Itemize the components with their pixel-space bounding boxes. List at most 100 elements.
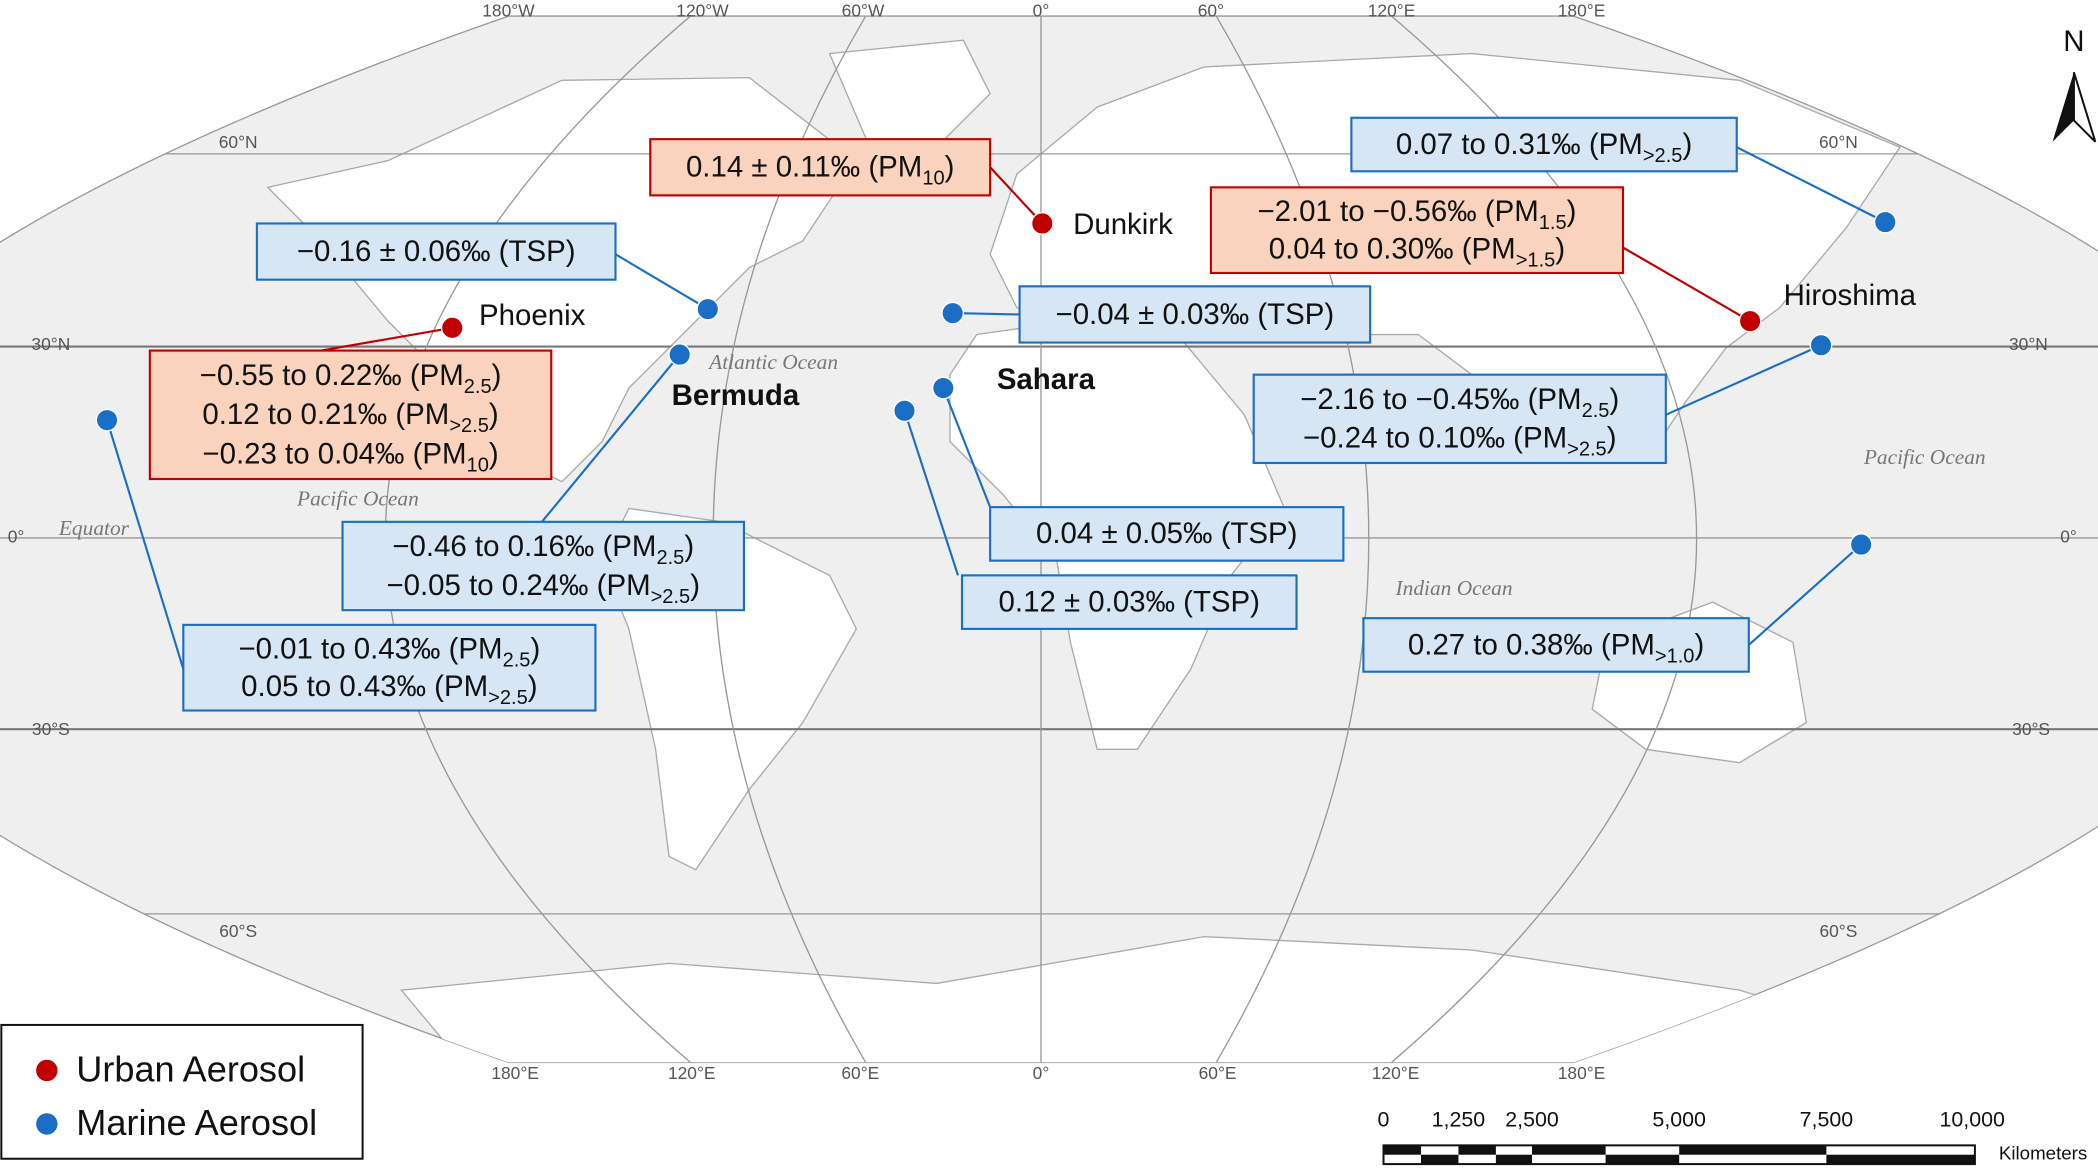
leader-line xyxy=(1665,344,1822,416)
annotation-box xyxy=(989,506,1345,562)
graticule-label: 30°N xyxy=(2009,334,2048,354)
graticule-label: 120°E xyxy=(668,1063,716,1083)
site-marker xyxy=(668,343,692,366)
annotation-subscript: 1.5 xyxy=(1539,212,1567,234)
graticule-label: 60°N xyxy=(219,132,258,152)
ocean-label: Equator xyxy=(58,516,130,540)
legend-box xyxy=(0,1023,364,1160)
leader-line xyxy=(320,326,453,352)
leader-line xyxy=(614,253,709,311)
site-marker xyxy=(95,408,119,432)
scale-segment xyxy=(1532,1145,1606,1155)
annotation-end: ) xyxy=(1567,195,1577,228)
graticule-label: 30°S xyxy=(2012,719,2050,739)
leader-line xyxy=(106,419,185,670)
graticule-label: 30°S xyxy=(32,719,70,739)
scale-label: 10,000 xyxy=(1940,1108,2006,1132)
annotation-value: −0.55 to 0.22‰ (PM xyxy=(200,359,464,392)
annotation-end: ) xyxy=(492,359,502,392)
annotation-text: −0.01 to 0.43‰ (PM2.5) xyxy=(238,632,540,671)
legend-marker xyxy=(36,1059,58,1082)
annotation-end: ) xyxy=(684,530,694,563)
site-marker xyxy=(893,399,916,423)
graticule-label: 120°W xyxy=(676,1,729,21)
annotation-value: −2.01 to −0.56‰ (PM xyxy=(1257,195,1538,228)
annotation-subscript: >2.5 xyxy=(651,586,691,608)
annotation-value: 0.27 to 0.38‰ (PM xyxy=(1408,628,1655,661)
scale-segment xyxy=(1679,1145,1827,1155)
ocean-label: Pacific Ocean xyxy=(1863,445,1986,469)
graticule-label: 0° xyxy=(1033,1063,1050,1083)
annotation-box xyxy=(1252,373,1667,465)
annotation-value: 0.05 to 0.43‰ (PM xyxy=(241,670,488,703)
annotation-subscript: >1.0 xyxy=(1655,645,1695,667)
annotation-text: 0.04 to 0.30‰ (PM>1.5) xyxy=(1269,232,1565,271)
leader-line xyxy=(942,387,992,508)
site-marker xyxy=(1738,309,1762,333)
scale-label: 5,000 xyxy=(1652,1108,1706,1132)
annotation-value: 0.04 ± 0.05‰ (TSP) xyxy=(1036,517,1297,550)
scale-segment xyxy=(1458,1145,1496,1155)
place-label: Hiroshima xyxy=(1784,279,1917,312)
graticule-label: 60°E xyxy=(1199,1063,1237,1083)
north-label: N xyxy=(2063,25,2084,58)
annotation-end: ) xyxy=(1555,232,1565,265)
graticule-label: 60°S xyxy=(1819,921,1857,941)
annotation-value: −0.46 to 0.16‰ (PM xyxy=(392,530,656,563)
annotation-end: ) xyxy=(945,151,955,184)
annotation-value: 0.14 ± 0.11‰ (PM xyxy=(686,151,922,184)
place-label: Phoenix xyxy=(479,299,586,332)
annotation-box xyxy=(341,520,746,612)
leader-line xyxy=(541,353,681,523)
annotation-value: −2.16 to −0.45‰ (PM xyxy=(1300,383,1581,416)
annotation-box xyxy=(649,138,992,197)
leader-line xyxy=(1736,146,1886,224)
ocean-label: Indian Ocean xyxy=(1395,576,1513,600)
site-marker xyxy=(440,316,464,340)
annotation-box xyxy=(1362,617,1750,673)
ocean-label: Pacific Ocean xyxy=(296,486,419,510)
site-marker xyxy=(1809,333,1833,357)
graticule-label: 0° xyxy=(1033,1,1050,21)
leader-line xyxy=(903,410,960,576)
annotation-text: 0.05 to 0.43‰ (PM>2.5) xyxy=(241,670,537,709)
annotation-box xyxy=(1018,285,1372,344)
annotation-value: −0.04 ± 0.03‰ (TSP) xyxy=(1056,298,1335,331)
annotation-end: ) xyxy=(1607,422,1617,455)
scale-label: 0 xyxy=(1378,1108,1390,1132)
graticule-label: 120°E xyxy=(1368,1,1416,21)
annotation-value: 0.04 to 0.30‰ (PM xyxy=(1269,232,1516,265)
site-marker xyxy=(931,376,955,400)
annotation-end: ) xyxy=(1694,628,1704,661)
annotation-text: −0.16 ± 0.06‰ (TSP) xyxy=(297,235,576,268)
graticule-label: 180°W xyxy=(482,1,535,21)
place-label: Dunkirk xyxy=(1073,208,1173,241)
graticule-label: 60° xyxy=(1198,1,1224,21)
site-marker xyxy=(1030,212,1054,235)
annotation-end: ) xyxy=(1609,383,1619,416)
graticule-label: 120°E xyxy=(1372,1063,1420,1083)
site-marker xyxy=(941,301,965,325)
annotation-subscript: >2.5 xyxy=(449,415,489,437)
site-marker xyxy=(696,297,720,321)
annotation-value: −0.16 ± 0.06‰ (TSP) xyxy=(297,235,576,268)
annotation-text: −0.55 to 0.22‰ (PM2.5) xyxy=(200,359,502,398)
annotation-subscript: >2.5 xyxy=(488,687,528,709)
annotation-text: −0.05 to 0.24‰ (PM>2.5) xyxy=(386,569,700,608)
graticule-label: 60°E xyxy=(841,1063,879,1083)
legend-marker xyxy=(36,1113,58,1135)
annotation-box xyxy=(255,222,617,281)
annotation-value: −0.23 to 0.04‰ (PM xyxy=(202,437,466,470)
annotation-subscript: 2.5 xyxy=(464,376,492,398)
annotation-value: 0.07 to 0.31‰ (PM xyxy=(1396,128,1643,161)
site-marker xyxy=(1849,533,1873,556)
annotation-end: ) xyxy=(489,437,499,470)
graticule-label: 0° xyxy=(2060,526,2077,546)
annotation-value: −0.24 to 0.10‰ (PM xyxy=(1303,422,1567,455)
annotation-text: −0.46 to 0.16‰ (PM2.5) xyxy=(392,530,694,569)
graticule-label: 60°W xyxy=(842,1,885,21)
annotation-text: 0.04 ± 0.05‰ (TSP) xyxy=(1036,517,1297,550)
graticule-label: 180°E xyxy=(491,1063,539,1083)
